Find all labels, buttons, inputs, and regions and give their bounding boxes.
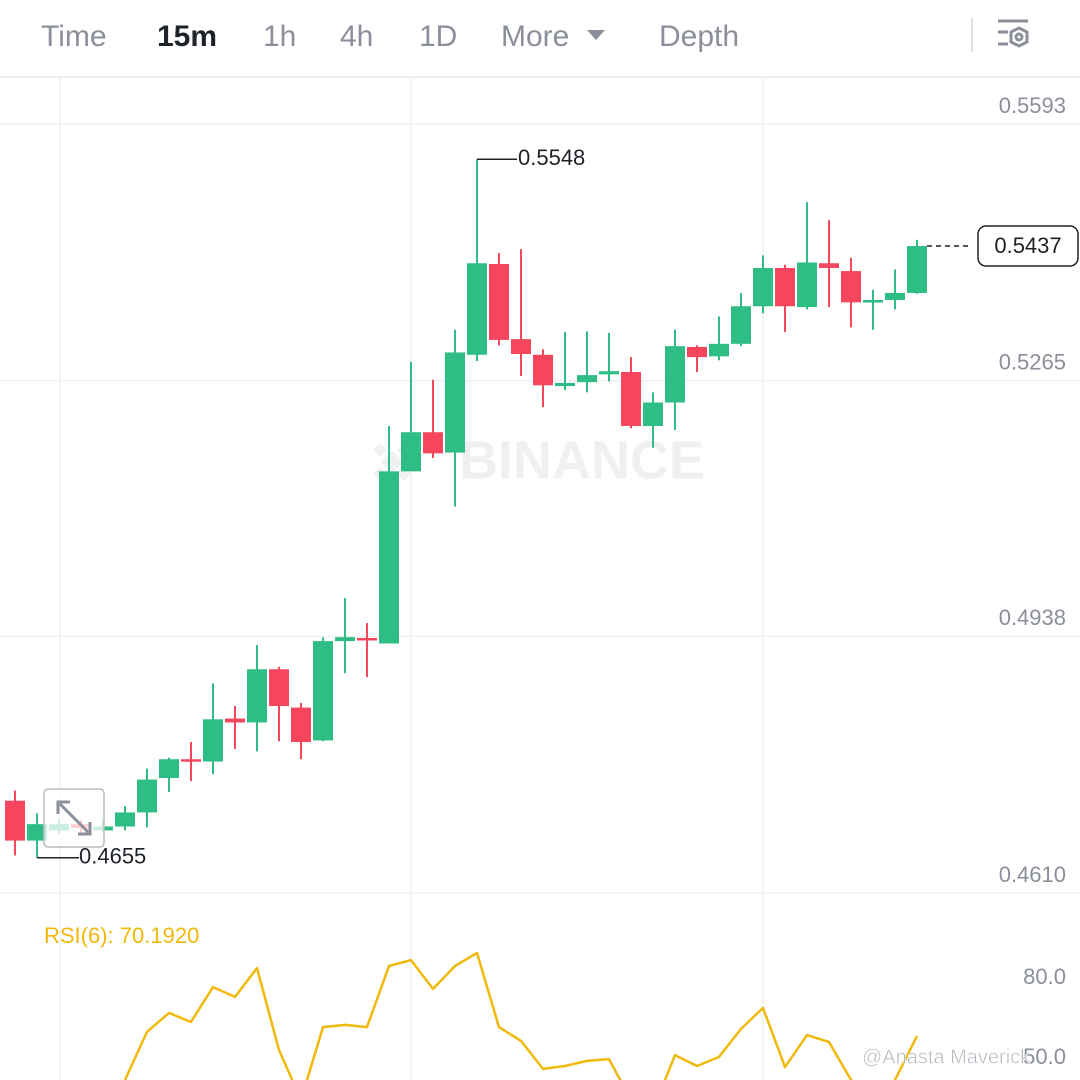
candle-body xyxy=(137,779,157,813)
candle-body xyxy=(291,707,311,743)
candle-body xyxy=(247,669,267,723)
icon-gear-hole xyxy=(1014,32,1024,42)
rsi-line xyxy=(123,951,919,1080)
candle-body xyxy=(5,800,25,841)
tab[interactable]: More xyxy=(501,20,569,53)
candle-body xyxy=(423,432,443,454)
y-tick-label: 0.5265 xyxy=(999,349,1066,374)
candle-body xyxy=(115,812,135,827)
arrow-line xyxy=(58,802,90,834)
last-price-box xyxy=(977,225,1079,267)
candle-body xyxy=(489,264,509,340)
high-label: 0.5548 xyxy=(518,145,585,170)
arrow-head xyxy=(78,822,92,836)
candle-body xyxy=(203,719,223,762)
candle-body xyxy=(753,267,773,307)
candle-body xyxy=(313,641,333,741)
rsi-title: RSI(6): 70.1920 xyxy=(44,923,199,948)
candle-body xyxy=(335,637,355,642)
arrow-head xyxy=(56,800,70,814)
candle-body xyxy=(687,346,707,358)
candle-body xyxy=(225,718,245,723)
candle-body xyxy=(709,343,729,357)
candle-body xyxy=(269,669,289,707)
rsi-tick-label: 50.0 xyxy=(1023,1044,1066,1069)
candle-body xyxy=(731,306,751,344)
candle-body xyxy=(643,402,663,426)
candle-body xyxy=(621,371,641,426)
candle-body xyxy=(159,759,179,779)
candle-body xyxy=(841,271,861,303)
watermark-text: BINANCE xyxy=(459,430,705,490)
candle-body xyxy=(27,824,47,841)
rsi-clip-group xyxy=(123,951,919,1080)
y-tick-label: 0.4610 xyxy=(999,862,1066,887)
candle-body xyxy=(401,432,421,472)
candle-body xyxy=(577,375,597,383)
credit: @Anasta Maverick xyxy=(862,1046,1031,1068)
candle-body xyxy=(665,346,685,403)
candle-body xyxy=(797,262,817,308)
tab[interactable]: 1h xyxy=(263,20,296,53)
candle-body xyxy=(181,759,201,762)
candle-body xyxy=(467,263,487,355)
candle-body xyxy=(555,382,575,387)
low-label: 0.4655 xyxy=(79,844,146,869)
candle-body xyxy=(775,267,795,307)
tab[interactable]: 1D xyxy=(419,20,457,53)
candle-body xyxy=(511,339,531,354)
tab[interactable]: 4h xyxy=(340,20,373,53)
candle-body xyxy=(599,371,619,375)
tab[interactable]: 15m xyxy=(157,20,217,53)
tab[interactable]: Time xyxy=(41,20,107,53)
tab[interactable]: Depth xyxy=(659,20,739,53)
expand-button[interactable] xyxy=(43,788,105,848)
candle-body xyxy=(863,300,883,303)
candle-body xyxy=(907,246,927,293)
logo-part xyxy=(372,442,388,458)
y-tick-label: 0.5593 xyxy=(999,93,1066,118)
last-price-label: 0.5437 xyxy=(994,233,1061,258)
candle-body xyxy=(445,352,465,453)
dropdown-caret xyxy=(587,30,605,40)
expand-arrows xyxy=(56,800,92,836)
icon-gear xyxy=(1009,26,1029,48)
candle-body xyxy=(819,263,839,268)
rsi-tick-label: 80.0 xyxy=(1023,964,1066,989)
candle-body xyxy=(357,637,377,641)
candle-body xyxy=(533,354,553,386)
settings-icon[interactable] xyxy=(998,19,1029,48)
y-tick-label: 0.4938 xyxy=(999,605,1066,630)
chart-layer: 0.5593 0.5265 0.4938 0.4610 0.5548 0.4655 0.54… xyxy=(0,93,1080,1080)
candle-body xyxy=(379,471,399,644)
candle-body xyxy=(885,292,905,301)
